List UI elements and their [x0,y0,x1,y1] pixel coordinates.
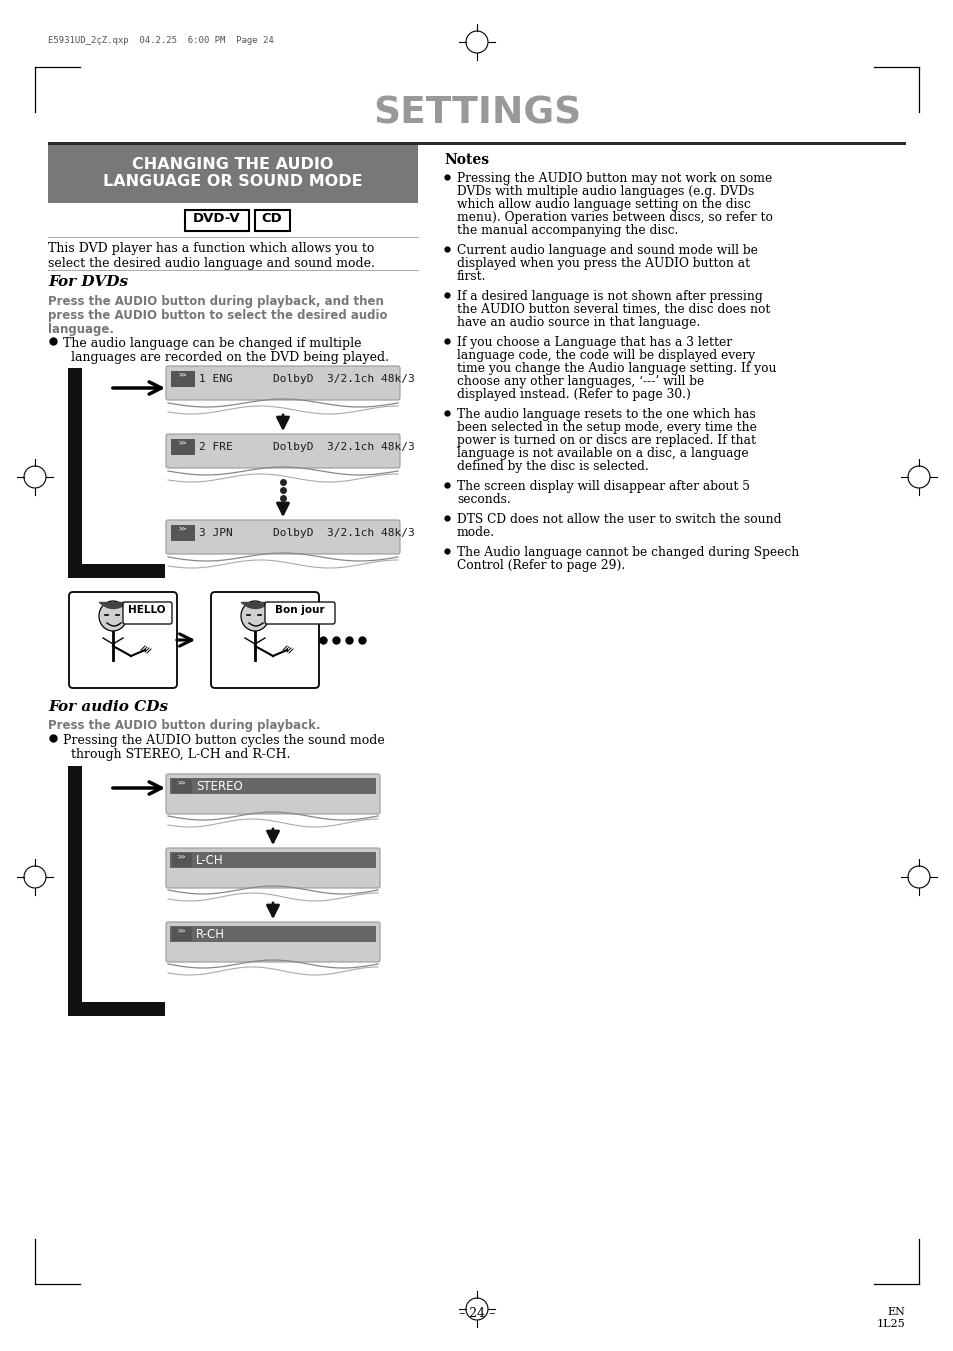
FancyBboxPatch shape [265,603,335,624]
Text: Press the AUDIO button during playback, and then: Press the AUDIO button during playback, … [48,295,383,308]
Text: DolbyD  3/2.1ch 48k/3: DolbyD 3/2.1ch 48k/3 [273,442,415,453]
Bar [172,780,192,793]
Bar [185,209,249,231]
Text: displayed when you press the AUDIO button at: displayed when you press the AUDIO butto… [456,257,749,270]
Text: press the AUDIO button to select the desired audio: press the AUDIO button to select the des… [48,309,387,322]
Text: choose any other languages, ‘---’ will be: choose any other languages, ‘---’ will b… [456,376,703,388]
FancyBboxPatch shape [166,848,379,888]
Text: SETTINGS: SETTINGS [373,95,580,131]
Text: seconds.: seconds. [456,493,510,507]
FancyBboxPatch shape [166,434,399,467]
FancyBboxPatch shape [166,774,379,815]
Text: first.: first. [456,270,486,282]
Text: language code, the code will be displayed every: language code, the code will be displaye… [456,349,755,362]
Text: mode.: mode. [456,526,495,539]
FancyBboxPatch shape [166,520,399,554]
Bar [68,367,82,578]
Text: DolbyD  3/2.1ch 48k/3: DolbyD 3/2.1ch 48k/3 [273,528,415,538]
Text: This DVD player has a function which allows you to
select the desired audio lang: This DVD player has a function which all… [48,242,375,270]
Text: DTS CD does not allow the user to switch the sound: DTS CD does not allow the user to switch… [456,513,781,526]
Bar [68,766,82,1016]
Text: DVDs with multiple audio languages (e.g. DVDs: DVDs with multiple audio languages (e.g.… [456,185,754,199]
Bar [48,142,905,145]
Bar [171,526,194,540]
Text: Pressing the AUDIO button cycles the sound mode: Pressing the AUDIO button cycles the sou… [63,734,384,747]
Text: >>: >> [177,854,186,861]
Text: menu). Operation varies between discs, so refer to: menu). Operation varies between discs, s… [456,211,772,224]
Text: Notes: Notes [443,153,489,168]
Text: The screen display will disappear after about 5: The screen display will disappear after … [456,480,749,493]
Text: language is not available on a disc, a language: language is not available on a disc, a l… [456,447,748,459]
Text: through STEREO, L-CH and R-CH.: through STEREO, L-CH and R-CH. [63,748,291,761]
Text: time you change the Audio language setting. If you: time you change the Audio language setti… [456,362,776,376]
Text: The audio language can be changed if multiple: The audio language can be changed if mul… [63,336,361,350]
Text: power is turned on or discs are replaced. If that: power is turned on or discs are replaced… [456,434,755,447]
Text: DolbyD  3/2.1ch 48k/3: DolbyD 3/2.1ch 48k/3 [273,374,415,384]
Text: have an audio source in that language.: have an audio source in that language. [456,316,700,330]
Text: the AUDIO button several times, the disc does not: the AUDIO button several times, the disc… [456,303,770,316]
Text: For audio CDs: For audio CDs [48,700,168,713]
Text: STEREO: STEREO [195,780,242,793]
Text: For DVDs: For DVDs [48,276,128,289]
Text: The audio language resets to the one which has: The audio language resets to the one whi… [456,408,755,422]
Text: Control (Refer to page 29).: Control (Refer to page 29). [456,559,624,571]
Text: >>: >> [178,440,187,446]
Text: Bon jour: Bon jour [274,605,324,615]
Text: defined by the disc is selected.: defined by the disc is selected. [456,459,648,473]
Text: >>: >> [177,928,186,934]
Text: the manual accompanying the disc.: the manual accompanying the disc. [456,224,678,236]
Text: Press the AUDIO button during playback.: Press the AUDIO button during playback. [48,719,320,732]
Bar [171,372,194,386]
Text: E5931UD_2çZ.qxp  04.2.25  6:00 PM  Page 24: E5931UD_2çZ.qxp 04.2.25 6:00 PM Page 24 [48,36,274,45]
Bar [48,145,417,203]
Text: which allow audio language setting on the disc: which allow audio language setting on th… [456,199,750,211]
Text: been selected in the setup mode, every time the: been selected in the setup mode, every t… [456,422,756,434]
Text: LANGUAGE OR SOUND MODE: LANGUAGE OR SOUND MODE [103,174,362,189]
Text: language.: language. [48,323,113,336]
Text: DVD-V: DVD-V [193,212,240,226]
Ellipse shape [99,601,127,631]
Text: HELLO: HELLO [128,605,166,615]
Bar [68,1002,165,1016]
Text: If you choose a Language that has a 3 letter: If you choose a Language that has a 3 le… [456,336,731,349]
Ellipse shape [241,601,269,631]
Text: R-CH: R-CH [195,928,225,942]
Text: CD: CD [261,212,282,226]
Bar [172,852,192,867]
FancyBboxPatch shape [211,592,318,688]
Text: languages are recorded on the DVD being played.: languages are recorded on the DVD being … [63,351,389,363]
Text: Pressing the AUDIO button may not work on some: Pressing the AUDIO button may not work o… [456,172,771,185]
Text: L-CH: L-CH [195,854,223,867]
Bar [171,439,194,455]
Text: 1 ENG: 1 ENG [199,374,233,384]
Bar [254,209,290,231]
Bar [170,852,375,867]
Text: If a desired language is not shown after pressing: If a desired language is not shown after… [456,290,762,303]
Text: EN: EN [886,1306,904,1317]
Text: 3 JPN: 3 JPN [199,528,233,538]
Text: displayed instead. (Refer to page 30.): displayed instead. (Refer to page 30.) [456,388,690,401]
Text: Current audio language and sound mode will be: Current audio language and sound mode wi… [456,245,757,257]
Bar [68,563,165,578]
Text: 1L25: 1L25 [876,1319,904,1329]
Bar [170,925,375,942]
Text: The Audio language cannot be changed during Speech: The Audio language cannot be changed dur… [456,546,799,559]
Text: >>: >> [177,780,186,786]
FancyBboxPatch shape [166,921,379,962]
FancyBboxPatch shape [166,366,399,400]
Text: – 24 –: – 24 – [458,1306,495,1320]
Text: >>: >> [178,526,187,532]
Bar [172,927,192,942]
FancyBboxPatch shape [123,603,172,624]
Text: CHANGING THE AUDIO: CHANGING THE AUDIO [132,157,334,172]
Bar [170,778,375,794]
FancyBboxPatch shape [69,592,177,688]
Text: 2 FRE: 2 FRE [199,442,233,453]
Text: >>: >> [178,372,187,378]
